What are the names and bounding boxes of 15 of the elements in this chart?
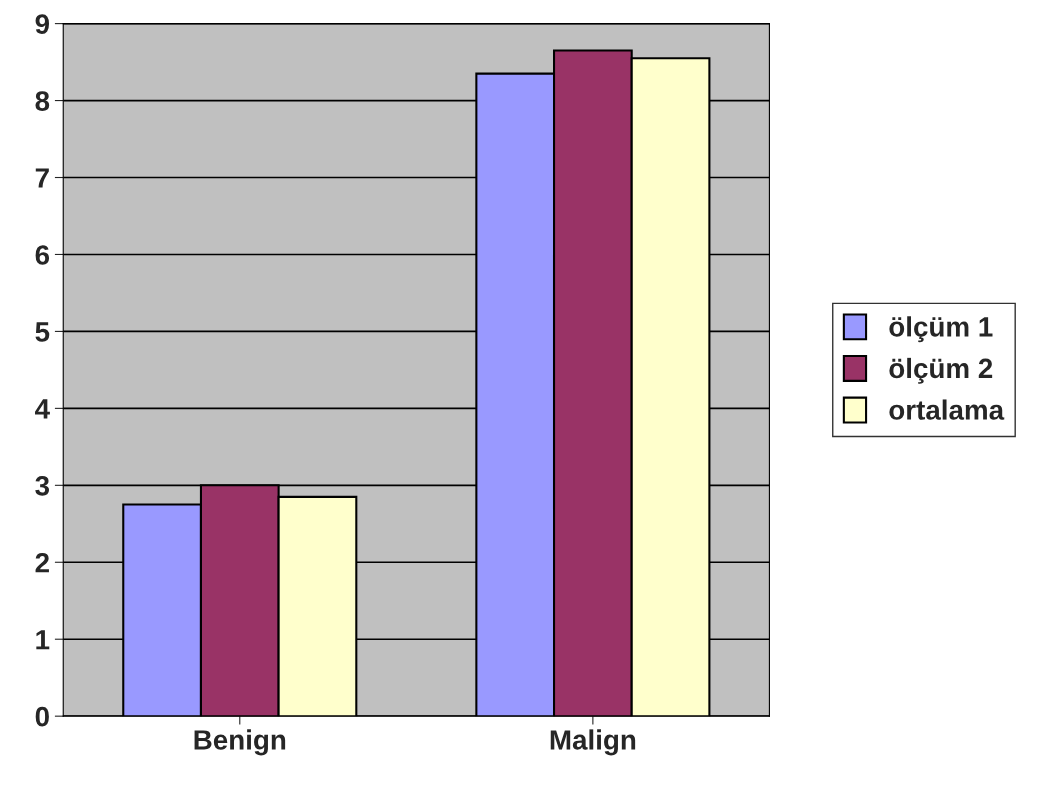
y-tick-label: 2 [35,552,49,573]
legend-label: ölçüm 2 [889,357,993,384]
y-tick-label: 5 [35,322,50,342]
y-tick-label: 4 [35,399,50,419]
y-tick-label: 1 [36,630,50,650]
y-tick-label: 6 [35,245,50,265]
legend-label: ortalama [889,399,1005,420]
y-tick-label: 7 [35,168,49,188]
legend-label: ölçüm 1 [889,316,993,343]
x-tick-label: Benign [194,729,286,756]
y-tick-label: 9 [35,14,50,34]
y-tick-label: 3 [35,475,50,496]
y-tick-label: 8 [35,91,50,111]
x-tick-label: Malign [550,729,636,756]
y-tick-label: 0 [35,706,49,727]
